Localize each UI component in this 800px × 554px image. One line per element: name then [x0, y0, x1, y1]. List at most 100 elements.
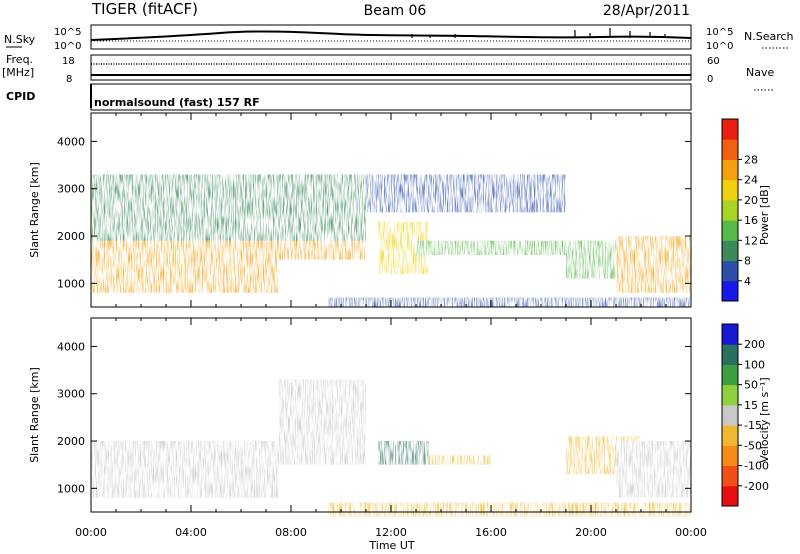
velocity-xticks: [90, 318, 692, 512]
nsearch-label: N.Search: [744, 30, 794, 43]
nave-tick-bottom: 0: [707, 74, 713, 85]
velocity-colorbar-label-2: -50: [744, 439, 762, 452]
time-tick-label-5: 20:00: [575, 526, 607, 539]
date-label: 28/Apr/2011: [603, 3, 690, 19]
nsky-trace: [90, 30, 692, 41]
cpid-text: normalsound (fast) 157 RF: [94, 96, 260, 109]
velocity-colorbar-label-1: -100: [744, 460, 769, 473]
power-region-0: [91, 240, 279, 293]
freq-unit-label: [MHz]: [2, 66, 34, 79]
time-tick-label-6: 00:00: [675, 526, 707, 539]
power-region-7: [616, 236, 691, 293]
velocity-colorbar-frame: [721, 323, 739, 507]
velocity-colorbar: -200 -100 -50 -15 15 50 100 200: [721, 323, 769, 507]
freq-strip: Freq. [MHz] 18 8 Nave 60 0: [2, 53, 774, 91]
power-colorbar-frame: [721, 118, 739, 302]
cpid-strip: CPID normalsound (fast) 157 RF: [6, 83, 692, 111]
power-region-2: [91, 174, 366, 241]
velocity-region-6: [328, 502, 691, 517]
velocity-ytick-label-2: 3000: [57, 388, 85, 401]
power-region-6: [566, 240, 616, 279]
noise-strip: N.Sky 10^5 10^0 N.Search 10^5 10^0: [4, 24, 794, 52]
power-colorbar-swatch-7: [722, 139, 738, 160]
power-colorbar-swatch-4: [722, 199, 738, 221]
power-ytick-label-3: 4000: [57, 135, 85, 148]
power-colorbar-label-5: 24: [744, 174, 758, 187]
power-colorbar-label-1: 8: [744, 255, 751, 268]
velocity-colorbar-label: Velocity [m s⁻¹]: [758, 377, 771, 462]
power-region-4: [416, 240, 566, 255]
velocity-colorbar-label-7: 200: [744, 338, 765, 351]
velocity-region-1: [278, 379, 366, 465]
velocity-ytick-label-0: 1000: [57, 482, 85, 495]
time-tick-label-2: 08:00: [275, 526, 307, 539]
nsky-tick-top: 10^5: [54, 27, 81, 38]
time-tick-label-4: 16:00: [475, 526, 507, 539]
velocity-colorbar-label-4: 15: [744, 399, 758, 412]
velocity-colorbar-label-3: -15: [744, 419, 762, 432]
velocity-colorbar-label-0: -200: [744, 480, 769, 493]
power-colorbar-label-2: 12: [744, 234, 758, 247]
nave-tick-top: 60: [707, 56, 720, 67]
power-ytick-label-2: 3000: [57, 183, 85, 196]
velocity-colorbar-swatch-5: [722, 384, 738, 406]
velocity-region-3: [428, 455, 491, 465]
power-yticks: 1000 2000 3000 4000: [57, 135, 691, 290]
time-tick-label-3: 12:00: [375, 526, 407, 539]
velocity-region-2: [378, 441, 429, 465]
nsky-label: N.Sky: [4, 33, 36, 46]
time-axis-label: Time UT: [368, 539, 414, 552]
power-marks: [91, 174, 691, 307]
velocity-panel: Slant Range [km] 1000 2000 3000 4000: [28, 317, 692, 517]
velocity-colorbar-swatch-3: [722, 425, 738, 446]
power-colorbar: 4 8 12 16 20 24 28: [721, 118, 758, 302]
power-region-5: [366, 174, 566, 213]
velocity-colorbar-swatch-0: [722, 485, 738, 507]
velocity-colorbar-swatch-6: [722, 364, 738, 386]
power-colorbar-label-6: 28: [744, 153, 758, 166]
velocity-region-5: [616, 441, 691, 498]
power-colorbar-swatch-3: [722, 220, 738, 241]
power-ytick-label-0: 1000: [57, 277, 85, 290]
freq-tick-bottom: 8: [66, 74, 72, 85]
velocity-ytick-label-3: 4000: [57, 340, 85, 353]
nsearch-tick-top: 10^5: [706, 27, 733, 38]
velocity-ylabel: Slant Range [km]: [28, 367, 41, 463]
power-colorbar-label-3: 16: [744, 214, 758, 227]
velocity-colorbar-swatch-7: [722, 344, 738, 365]
velocity-colorbar-swatch-4: [722, 404, 738, 426]
power-colorbar-swatch-6: [722, 159, 738, 181]
cpid-label: CPID: [6, 90, 35, 103]
radar-title: TIGER (fitACF): [91, 0, 198, 18]
freq-label: Freq.: [6, 53, 33, 66]
power-panel: Slant Range [km] 1000 2000 3000 4000: [28, 112, 692, 308]
nsky-tick-bottom: 10^0: [54, 41, 81, 52]
power-colorbar-swatch-0: [722, 280, 738, 302]
time-tick-label-1: 04:00: [175, 526, 207, 539]
power-colorbar-label-0: 4: [744, 275, 751, 288]
time-tick-label-0: 00:00: [75, 526, 107, 539]
velocity-colorbar-label-6: 100: [744, 358, 765, 371]
power-colorbar-label: Power [dB]: [758, 185, 771, 245]
nsearch-tick-bottom: 10^0: [706, 41, 733, 52]
velocity-colorbar-swatch-1: [722, 465, 738, 487]
velocity-region-0: [91, 441, 279, 498]
time-tick-labels: 00:00 04:00 08:00 12:00 16:00 20:00 00:00: [75, 526, 707, 539]
nave-label: Nave: [746, 66, 774, 79]
velocity-yticks: 1000 2000 3000 4000: [57, 340, 691, 495]
power-colorbar-swatch-8: [722, 119, 738, 140]
velocity-ytick-label-1: 2000: [57, 435, 85, 448]
velocity-marks: [91, 379, 691, 517]
power-colorbar-swatch-1: [722, 260, 738, 282]
power-ytick-label-1: 2000: [57, 230, 85, 243]
velocity-colorbar-label-5: 50: [744, 379, 758, 392]
beam-label: Beam 06: [364, 3, 427, 19]
power-xticks: [90, 113, 692, 307]
power-colorbar-label-4: 20: [744, 194, 758, 207]
power-ylabel: Slant Range [km]: [28, 162, 41, 258]
power-region-8: [328, 297, 691, 307]
power-colorbar-swatch-5: [722, 179, 738, 201]
power-colorbar-swatch-2: [722, 240, 738, 262]
freq-tick-top: 18: [62, 56, 75, 67]
